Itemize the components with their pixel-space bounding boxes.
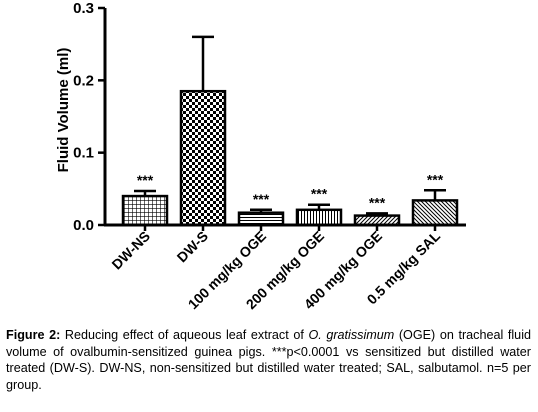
caption-text-2: (OGE) on tracheal fluid volume of ovalbu… <box>6 328 531 392</box>
bar-100-mg-kg-oge <box>237 211 285 227</box>
significance-marker: *** <box>427 171 444 187</box>
x-category-label: DW-NS <box>108 228 153 273</box>
y-tick-label: 0.1 <box>73 145 94 162</box>
y-tick-label: 0.2 <box>73 72 94 89</box>
y-axis-title: Fluid Volume (ml) <box>55 48 72 173</box>
caption-italic: O. gratissimum <box>308 328 395 342</box>
x-category-label: DW-S <box>174 228 212 266</box>
significance-marker: *** <box>137 172 154 188</box>
bar-chart: 0.00.10.20.3 ****** ********* DW-NS DW-S10… <box>55 0 466 312</box>
y-tick-label: 0.3 <box>73 0 94 17</box>
significance-marker: *** <box>311 186 328 202</box>
bar-dw-ns <box>121 194 169 227</box>
caption-label: Figure 2: <box>6 328 61 342</box>
bar-0-5-mg-kg-sal <box>411 199 459 227</box>
y-axis: 0.0 0.1 0.2 0.3 <box>73 0 107 234</box>
significance-marker: *** <box>253 191 270 207</box>
significance-marker: *** <box>369 194 386 210</box>
bar-200-mg-kg-oge <box>295 208 343 227</box>
y-tick-label: 0.0 <box>73 217 94 234</box>
caption-text-1: Reducing effect of aqueous leaf extract … <box>60 328 309 342</box>
figure-caption: Figure 2: Reducing effect of aqueous lea… <box>6 327 531 393</box>
bar-dw-s <box>179 89 227 227</box>
bars: *** *** *** *** *** <box>121 35 459 227</box>
